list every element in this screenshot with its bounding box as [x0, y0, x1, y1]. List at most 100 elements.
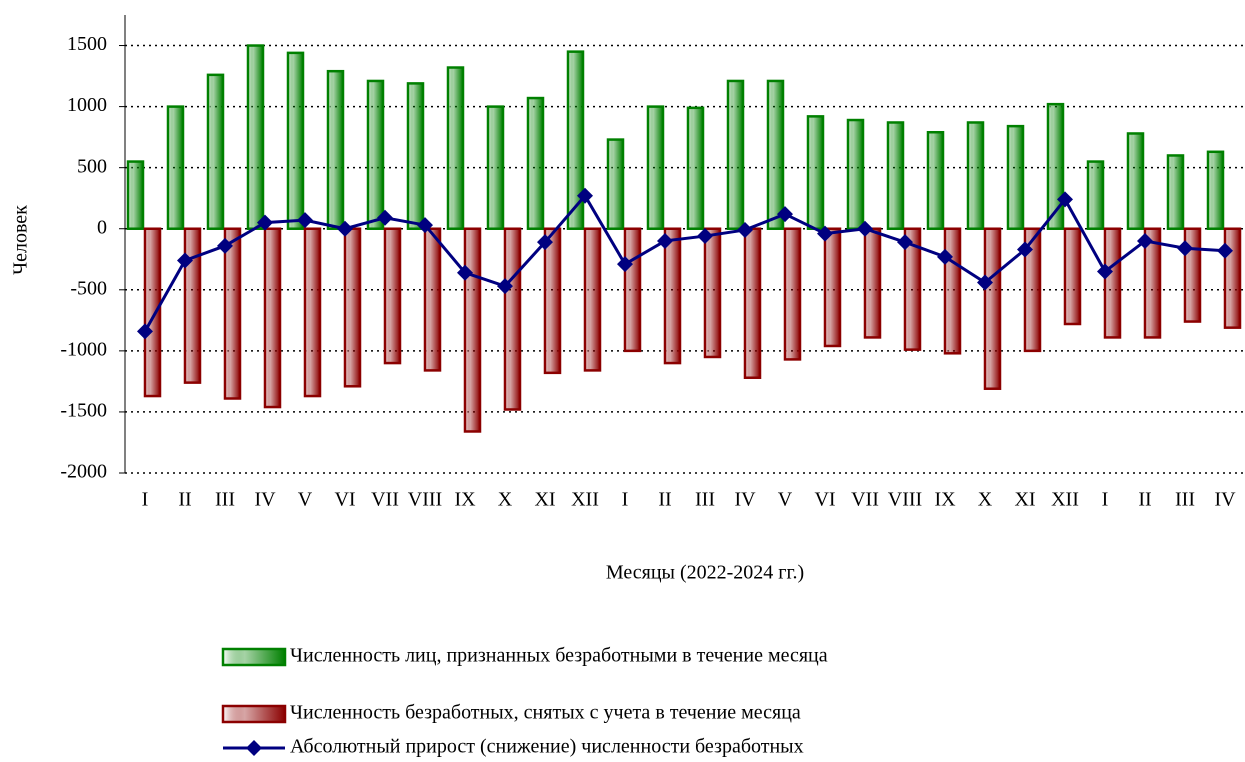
x-tick-label: VII — [371, 489, 399, 511]
marker — [977, 274, 993, 291]
x-tick-label: IV — [1214, 489, 1236, 511]
bar — [1143, 227, 1162, 339]
y-tick-label: 500 — [77, 155, 107, 177]
bar — [526, 96, 545, 230]
marker — [537, 234, 553, 251]
bar — [1206, 150, 1225, 230]
bar — [1223, 227, 1242, 329]
bar — [566, 50, 585, 230]
y-tick-label: 1000 — [67, 94, 107, 116]
bar — [206, 73, 225, 230]
marker — [777, 206, 793, 223]
bar — [126, 160, 145, 230]
marker — [257, 214, 273, 231]
bar — [246, 44, 265, 230]
marker — [1097, 263, 1113, 280]
bar — [1023, 227, 1042, 353]
marker — [1217, 242, 1233, 259]
bar — [543, 227, 562, 375]
legend-swatch — [221, 704, 287, 724]
y-tick-label: -1500 — [60, 400, 107, 422]
legend-label: Абсолютный прирост (снижение) численност… — [290, 736, 804, 758]
bar — [623, 227, 642, 353]
bar — [183, 227, 202, 384]
bar — [1086, 160, 1105, 230]
bar — [863, 227, 882, 339]
marker — [577, 187, 593, 204]
marker — [737, 221, 753, 238]
bar — [583, 227, 602, 372]
bar — [263, 227, 282, 409]
bar — [806, 115, 825, 230]
x-tick-label: X — [498, 489, 513, 511]
bar — [823, 227, 842, 348]
bar — [223, 227, 242, 400]
x-tick-label: VII — [851, 489, 879, 511]
x-tick-label: XI — [534, 489, 555, 511]
bar — [966, 121, 985, 230]
bar — [903, 227, 922, 351]
bar — [343, 227, 362, 388]
bar — [503, 227, 522, 411]
x-tick-label: IV — [254, 489, 276, 511]
bar — [983, 227, 1002, 390]
marker — [417, 217, 433, 234]
x-tick-label: IV — [734, 489, 756, 511]
bar — [143, 227, 162, 398]
legend-marker — [246, 740, 262, 756]
x-tick-label: VIII — [888, 489, 922, 511]
bar — [406, 82, 425, 230]
bar — [886, 121, 905, 230]
x-tick-label: X — [978, 489, 993, 511]
bar — [703, 227, 722, 359]
x-tick-label: XII — [571, 489, 599, 511]
line — [143, 193, 1226, 333]
marker — [457, 264, 473, 281]
x-tick-label: VIII — [408, 489, 442, 511]
marker — [337, 220, 353, 237]
x-tick-label: III — [215, 489, 235, 511]
bar — [486, 105, 505, 230]
marker — [697, 228, 713, 245]
x-tick-label: XII — [1051, 489, 1079, 511]
marker — [137, 323, 153, 340]
x-axis-title: Месяцы (2022-2024 гг.) — [606, 562, 804, 584]
marker — [1057, 191, 1073, 208]
y-tick-label: 1500 — [67, 33, 107, 55]
bar — [686, 106, 705, 230]
x-tick-label: I — [622, 489, 629, 511]
bar — [366, 79, 385, 230]
bar — [766, 79, 785, 230]
marker — [1017, 241, 1033, 258]
y-axis-title: Человек — [10, 205, 32, 275]
bar — [446, 66, 465, 230]
marker — [937, 248, 953, 265]
marker — [1177, 240, 1193, 257]
bar — [383, 227, 402, 365]
marker — [217, 237, 233, 254]
bar — [663, 227, 682, 365]
bar — [463, 227, 482, 433]
bar — [783, 227, 802, 361]
x-tick-label: I — [1102, 489, 1109, 511]
x-tick-label: V — [778, 489, 793, 511]
bar — [646, 105, 665, 230]
y-tick-label: 0 — [97, 216, 107, 238]
bar — [846, 118, 865, 230]
marker — [857, 220, 873, 237]
marker — [1137, 232, 1153, 249]
bar — [1006, 124, 1025, 230]
marker — [657, 232, 673, 249]
x-tick-label: V — [298, 489, 313, 511]
x-tick-label: VI — [814, 489, 835, 511]
x-tick-label: IX — [454, 489, 476, 511]
x-tick-label: VI — [334, 489, 355, 511]
y-tick-label: -1000 — [60, 338, 107, 360]
x-tick-label: IX — [934, 489, 956, 511]
bar — [286, 51, 305, 230]
bar — [166, 105, 185, 230]
bar — [1103, 227, 1122, 339]
y-tick-label: -500 — [70, 277, 107, 299]
marker — [297, 212, 313, 229]
